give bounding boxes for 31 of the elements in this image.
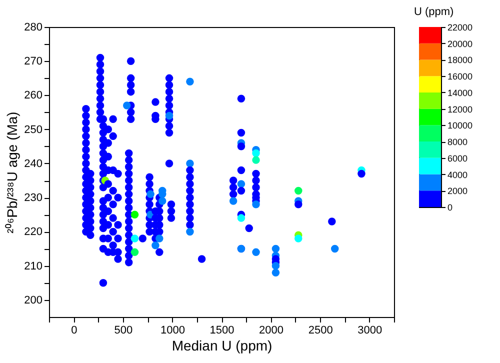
y-tick-label: 260 [24,90,42,102]
y-tick-label: 250 [24,124,42,136]
color-bar-title: U (ppm) [414,6,454,18]
y-tick-label: 230 [24,192,42,204]
color-bar-label: 0 [448,202,453,212]
x-tick-label: 2500 [308,324,333,336]
x-tick-label: 2000 [259,324,284,336]
color-bar-label: 14000 [448,88,473,98]
x-tick-label: 1500 [210,324,234,336]
y-tick-label: 240 [24,158,42,170]
color-bar-label: 20000 [448,38,473,49]
color-bar-label: 22000 [448,22,473,32]
color-bar-label: 6000 [448,153,468,164]
color-bar-label: 4000 [448,170,468,180]
y-tick-label: 280 [24,22,42,34]
x-axis-title: Median U (ppm) [172,338,272,354]
y-tick-label: 270 [24,56,42,68]
y-axis-title: ²⁰⁶Pb/²³⁸U age (Ma) [4,112,20,234]
y-tick-label: 210 [24,260,42,272]
color-bar-label: 8000 [448,137,468,148]
color-bar-label: 16000 [448,72,473,82]
x-tick-label: 3000 [358,324,382,336]
x-tick-label: 500 [114,324,133,336]
x-tick-label: 1000 [160,324,185,336]
x-tick-label: 0 [71,324,78,336]
y-tick-label: 220 [24,226,42,238]
color-bar-label: 12000 [448,104,473,114]
color-bar-label: 18000 [448,55,473,66]
y-tick-label: 200 [24,294,42,306]
color-bar-label: 2000 [448,186,468,196]
color-bar-label: 10000 [448,120,473,131]
